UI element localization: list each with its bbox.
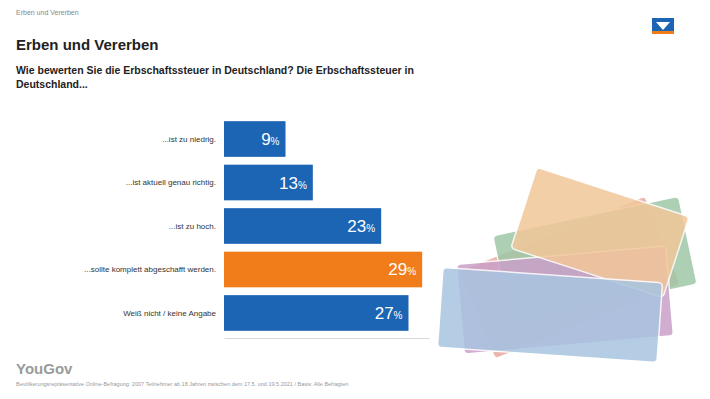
data-label: 27%: [375, 304, 403, 323]
x-axis-line: [225, 338, 430, 339]
bar: [224, 165, 313, 201]
data-label: 13%: [279, 174, 307, 193]
header-label: Erben und Vererben: [16, 9, 79, 16]
subtitle: Wie bewerten Sie die Erbschaftssteuer in…: [16, 64, 414, 90]
logo-mark: [656, 22, 670, 30]
y-tick-label: ...sollte komplett abgeschafft werden.: [84, 265, 216, 274]
data-label: 29%: [388, 260, 416, 279]
y-tick: Weiß nicht / keine Angabe: [123, 309, 218, 318]
title: Erben und Vererben: [16, 36, 159, 53]
chart: Erben und Vererben Erben und Vererben Wie …: [0, 0, 710, 399]
logo-accent: [652, 31, 674, 34]
data-label: 23%: [347, 217, 375, 236]
bar: [224, 121, 286, 157]
bars: [224, 121, 422, 331]
data-label: 9%: [261, 130, 279, 149]
y-tick: ...ist aktuell genau richtig.: [126, 178, 218, 187]
banknotes-illustration: [437, 167, 697, 362]
y-axis: ...ist zu niedrig. ...ist aktuell genau r…: [84, 135, 218, 318]
x-axis: [225, 338, 430, 339]
y-tick: ...sollte komplett abgeschafft werden.: [84, 265, 218, 274]
bar: [224, 208, 381, 244]
y-tick-label: ...ist zu niedrig.: [162, 135, 216, 144]
y-tick-label: ...ist aktuell genau richtig.: [126, 178, 216, 187]
data-labels: 9% 13% 23% 29% 27%: [261, 130, 416, 323]
logo-box: [652, 18, 674, 34]
y-tick: ...ist zu hoch.: [169, 222, 218, 231]
bar: [224, 252, 422, 288]
bar: [224, 295, 409, 331]
logo: [652, 18, 674, 34]
y-tick-label: ...ist zu hoch.: [169, 222, 216, 231]
y-tick: ...ist zu niedrig.: [162, 135, 218, 144]
footnote: Bevölkerungsrepräsentative Online-Befrag…: [16, 381, 348, 387]
source-logo: YouGov: [16, 360, 73, 377]
y-tick-label: Weiß nicht / keine Angabe: [123, 309, 216, 318]
banknote: [437, 267, 662, 362]
